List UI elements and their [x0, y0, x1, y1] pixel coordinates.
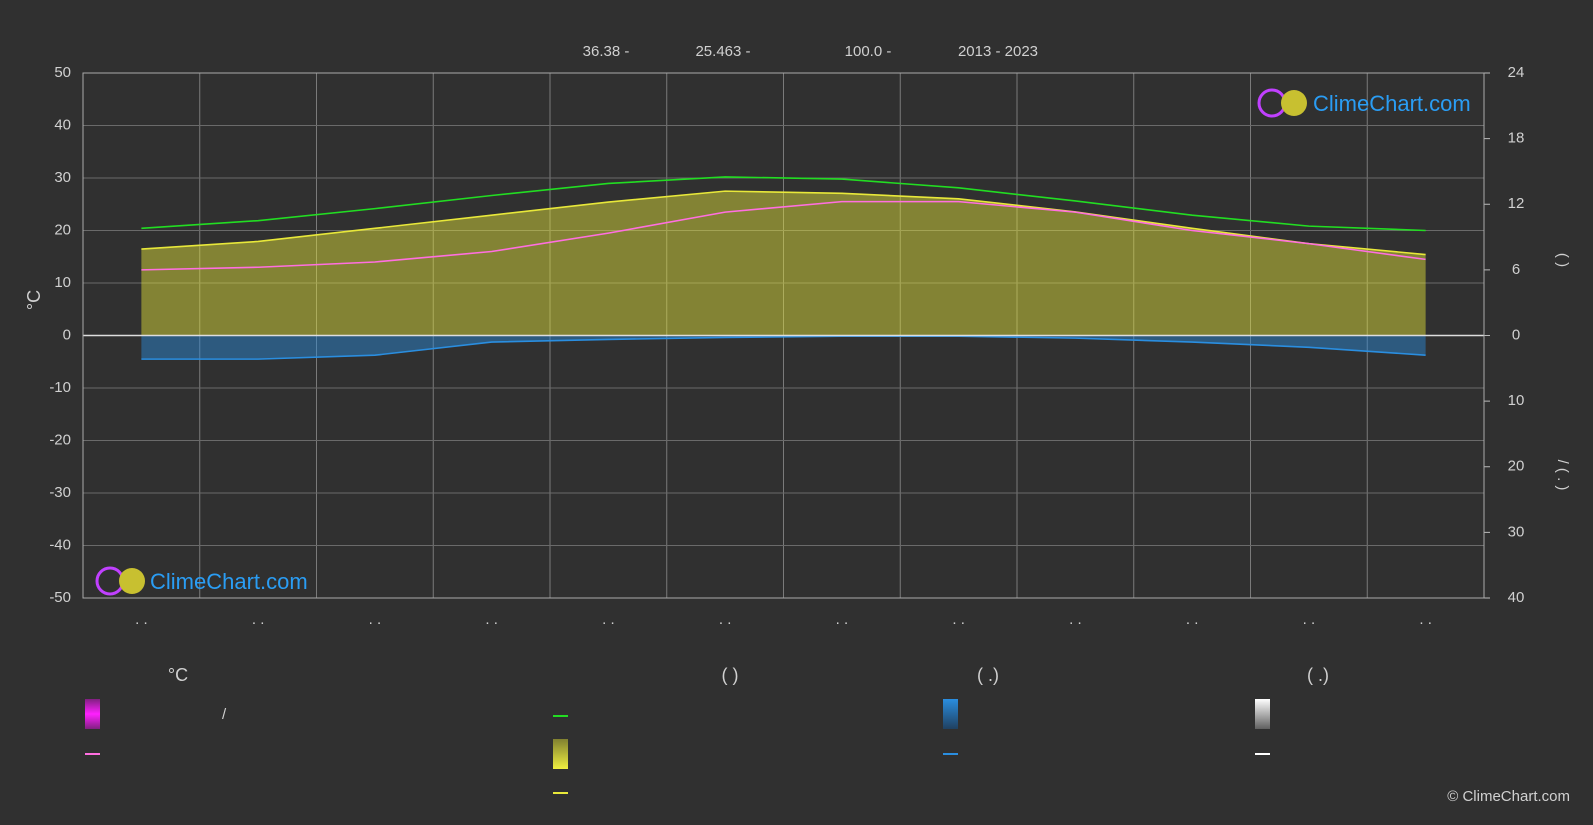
y-axis-label: °C [24, 290, 44, 310]
y-tick-label: -40 [49, 536, 71, 553]
y2-tick-label: 18 [1508, 130, 1525, 147]
series-area [141, 191, 1426, 336]
y2-tick-label: 0 [1512, 326, 1520, 343]
x-tick-label: . . [369, 611, 382, 628]
y-tick-label: 40 [54, 116, 71, 133]
series-line [141, 176, 1426, 232]
x-tick-label: . . [952, 611, 965, 628]
y3-axis-label: / ( . ) [1554, 460, 1571, 491]
y2-tick-label: 24 [1508, 64, 1525, 81]
legend-swatch [553, 739, 568, 769]
series-line [141, 190, 1426, 256]
y-tick-label: -30 [49, 484, 71, 501]
y-tick-label: -10 [49, 379, 71, 396]
y-tick-label: -20 [49, 431, 71, 448]
legend-header: ( .) [1307, 665, 1329, 685]
y-tick-label: 10 [54, 274, 71, 291]
x-tick-label: . . [1419, 611, 1432, 628]
y2-tick-label: 12 [1508, 195, 1525, 212]
x-tick-label: . . [836, 611, 849, 628]
x-tick-label: . . [1069, 611, 1082, 628]
x-tick-label: . . [485, 611, 498, 628]
y3-tick-label: 40 [1508, 589, 1525, 606]
y-tick-label: 30 [54, 169, 71, 186]
logo-sun [119, 568, 145, 594]
copyright: © ClimeChart.com [1447, 788, 1570, 805]
legend-swatch [85, 699, 100, 729]
y3-tick-label: 30 [1508, 523, 1525, 540]
legend-swatch [1255, 699, 1270, 729]
logo-bottom: ClimeChart.com [95, 566, 308, 596]
y2-axis-label: ( ) [1554, 253, 1571, 267]
y3-tick-label: 10 [1508, 392, 1525, 409]
x-tick-label: . . [719, 611, 732, 628]
y-tick-label: 50 [54, 64, 71, 81]
legend-swatch [943, 699, 958, 729]
x-tick-label: . . [1186, 611, 1199, 628]
legend-header: ( ) [722, 665, 739, 685]
y2-tick-label: 6 [1512, 261, 1520, 278]
legend-header: ( .) [977, 665, 999, 685]
areas [141, 191, 1426, 360]
legend-header: °C [168, 665, 188, 685]
series-area [141, 335, 1426, 360]
info-text: 100.0 - [845, 43, 892, 60]
x-tick-label: . . [602, 611, 615, 628]
logo-top: ClimeChart.com [1257, 88, 1471, 118]
watermark: ClimeChart.com [1313, 91, 1471, 116]
x-tick-label: . . [252, 611, 265, 628]
x-tick-label: . . [1303, 611, 1316, 628]
plot: 36.38 - 25.463 - 100.0 - 2013 - 2023 50 40 30 2… [49, 43, 1524, 628]
y-tick-label: -50 [49, 589, 71, 606]
logo-sun [1281, 90, 1307, 116]
series-line [141, 335, 1426, 360]
legend-slash: / [222, 706, 227, 723]
y3-tick-label: 20 [1508, 458, 1525, 475]
series-line [141, 200, 1426, 271]
info-text: 2013 - 2023 [958, 43, 1038, 60]
watermark: ClimeChart.com [150, 569, 308, 594]
plot-frame [82, 72, 1485, 599]
y-tick-label: 20 [54, 221, 71, 238]
y-tick-label: 0 [63, 326, 71, 343]
info-text: 25.463 - [695, 43, 750, 60]
x-tick-label: . . [135, 611, 148, 628]
info-text: 36.38 - [583, 43, 630, 60]
